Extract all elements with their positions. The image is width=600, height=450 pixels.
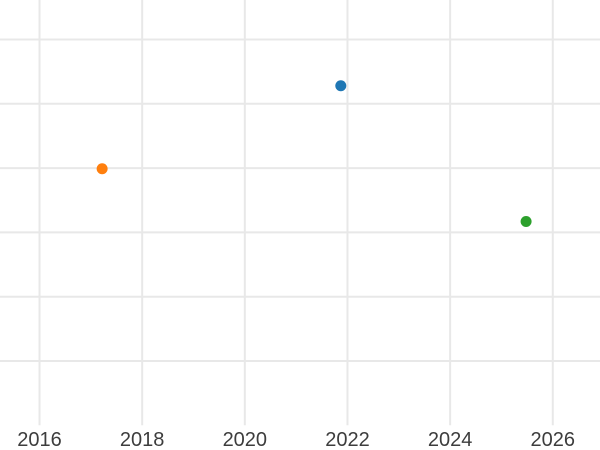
x-tick-label: 2018: [120, 429, 165, 450]
orange-point: [96, 163, 108, 175]
green-point: [520, 215, 532, 227]
vertical-gridlines: [38, 0, 554, 426]
x-tick-label: 2020: [223, 429, 268, 450]
horizontal-gridlines: [0, 38, 600, 362]
x-tick-label: 2016: [17, 429, 62, 450]
x-tick-label: 2026: [531, 429, 576, 450]
x-tick-label: 2024: [428, 429, 473, 450]
x-axis-tick-labels: 2016 2018 2020 2022 2024 2026: [17, 429, 575, 450]
blue-point: [335, 80, 347, 92]
x-tick-label: 2022: [325, 429, 370, 450]
data-points: [96, 80, 532, 227]
